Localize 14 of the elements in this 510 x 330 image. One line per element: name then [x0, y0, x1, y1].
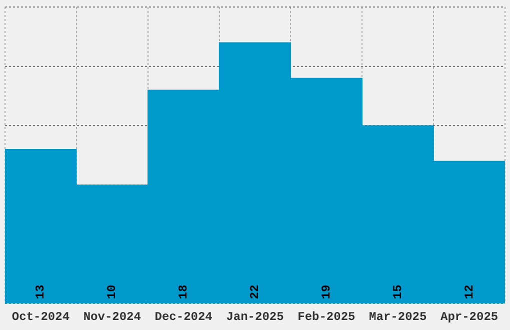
data-label: 12 [462, 284, 476, 300]
data-label: 19 [319, 284, 334, 300]
x-tick-label: Dec-2024 [154, 310, 212, 324]
x-tick-label: Oct-2024 [12, 310, 70, 324]
data-label: 15 [390, 284, 405, 300]
x-tick-label: Nov-2024 [83, 310, 141, 324]
x-tick-label: Apr-2025 [440, 310, 498, 324]
data-label: 18 [176, 284, 191, 300]
data-label: 22 [248, 284, 262, 300]
x-tick-label: Feb-2025 [298, 310, 356, 324]
x-tick-label: Jan-2025 [226, 310, 284, 324]
x-tick-label: Mar-2025 [369, 310, 427, 324]
data-label: 10 [105, 284, 120, 300]
data-label: 13 [34, 284, 48, 300]
